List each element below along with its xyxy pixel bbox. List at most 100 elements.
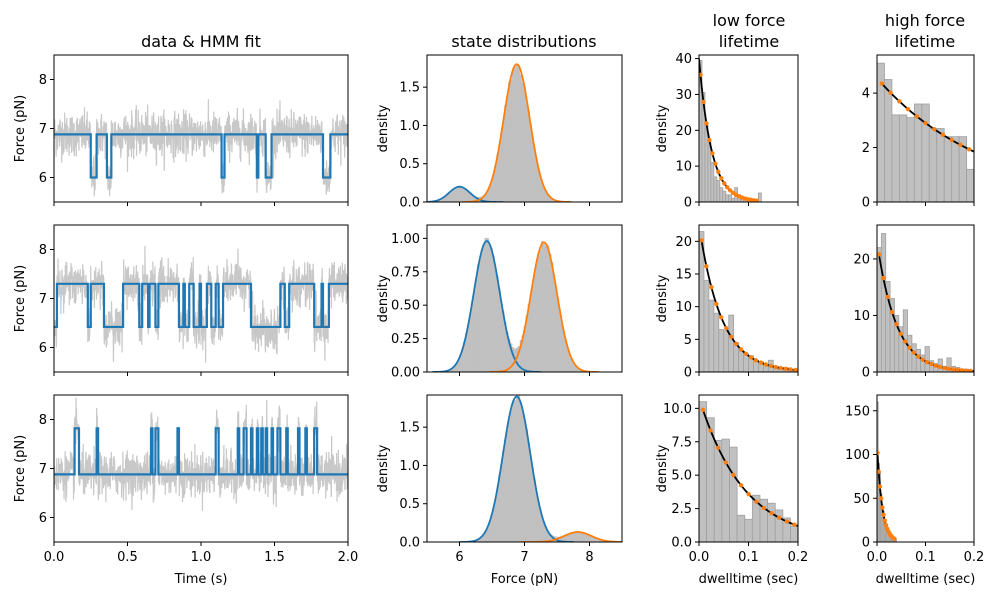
hist-bin <box>513 400 517 542</box>
fit-point <box>754 499 759 504</box>
hist-bin <box>551 262 554 372</box>
exp-fit-line <box>880 81 974 153</box>
fit-point <box>788 367 793 372</box>
y-tick-label: 10 <box>675 300 692 315</box>
fit-point <box>776 515 782 520</box>
dwell-bin <box>716 180 721 202</box>
fit-point <box>879 81 885 86</box>
hist-bin <box>512 401 515 542</box>
dwell-bin <box>713 312 720 372</box>
hist-bin <box>519 74 523 202</box>
hist-bin <box>476 264 480 372</box>
y-axis-title: Force (pN) <box>13 95 28 162</box>
fit-point <box>727 188 733 193</box>
dwell-bin <box>936 128 945 202</box>
dwell-bin <box>719 187 724 202</box>
dwell-bin <box>951 136 960 202</box>
hist-bin <box>529 456 532 542</box>
fit-point <box>902 339 908 344</box>
dwell-bin <box>758 192 762 202</box>
plot-area <box>54 397 348 511</box>
fit-point <box>946 366 951 371</box>
dwell-bin <box>699 401 708 542</box>
y-tick-label: 1.0 <box>399 119 420 134</box>
dwell-bin <box>966 168 974 202</box>
fit-point <box>964 368 969 372</box>
dwell-bin <box>743 353 749 372</box>
y-tick-label: 20 <box>675 235 692 250</box>
fit-point <box>937 364 943 370</box>
y-tick-label: 20 <box>675 124 692 139</box>
hist-bin <box>474 279 478 372</box>
y-tick-label: 15 <box>675 268 692 283</box>
fit-point <box>877 450 880 456</box>
y-tick-label: 2 <box>862 141 870 156</box>
y-tick-label: 2.5 <box>671 502 692 517</box>
y-axis-title: density <box>655 444 670 492</box>
y-axis-title: density <box>376 274 391 322</box>
y-tick-label: 7 <box>39 292 47 307</box>
hmm-fit-line <box>54 133 348 179</box>
y-tick-label: 10.0 <box>663 402 692 417</box>
fit-point <box>714 301 719 307</box>
y-tick-label: 0 <box>684 366 692 381</box>
y-axis-title: density <box>376 444 391 492</box>
hist-bin <box>578 532 581 542</box>
x-tick-label: 1.5 <box>264 550 285 565</box>
hist-bin <box>510 410 513 542</box>
dwell-bin <box>738 350 744 372</box>
x-axis-title: dwelltime (sec) <box>699 572 799 587</box>
hist-bin <box>574 531 577 542</box>
hist-bin <box>457 186 460 202</box>
y-tick-label: 100 <box>845 448 870 463</box>
fit-point <box>722 181 727 186</box>
dwell-bin <box>708 299 715 372</box>
y-tick-label: 1.0 <box>399 459 420 474</box>
dwell-bin <box>721 438 730 542</box>
dwell-bin <box>722 190 727 202</box>
hist-bin <box>531 137 534 202</box>
dwell-bin <box>731 198 736 202</box>
dwell-bin <box>729 446 738 542</box>
fit-point <box>914 114 919 119</box>
y-tick-label: 0.75 <box>391 265 420 280</box>
fit-point <box>713 161 718 166</box>
x-tick-label: 0.0 <box>867 550 888 565</box>
plot-area <box>427 63 572 202</box>
hist-bin <box>543 243 546 372</box>
y-axis-title: density <box>655 104 670 152</box>
plot-area <box>699 401 798 542</box>
hist-bin <box>515 396 519 542</box>
hmm-fit-line <box>54 427 348 476</box>
y-tick-label: 7 <box>39 122 47 137</box>
hist-bin <box>570 532 573 542</box>
hist-bin <box>484 237 487 372</box>
y-tick-label: 0.0 <box>399 196 420 211</box>
fit-point <box>888 90 893 96</box>
y-tick-label: 5 <box>684 333 692 348</box>
dwell-bin <box>710 162 715 202</box>
fit-point <box>880 505 885 510</box>
dwell-bin <box>728 314 735 372</box>
x-tick-label: 7 <box>520 550 528 565</box>
fit-point <box>699 238 704 243</box>
plot-area <box>877 401 897 542</box>
y-tick-label: 10 <box>853 309 870 324</box>
dwell-bin <box>884 79 893 202</box>
fit-point <box>942 365 947 371</box>
fit-point <box>920 357 925 362</box>
hist-bin <box>508 418 511 542</box>
y-tick-label: 10 <box>675 160 692 175</box>
y-tick-label: 0 <box>862 536 870 551</box>
dwell-bin <box>907 334 913 372</box>
fit-point <box>769 511 774 516</box>
hist-bin <box>576 531 579 542</box>
hist-bin <box>519 402 523 542</box>
panel-r2_high: 0 50 100 150 0.0 0.1 0.2 dwelltime (sec) <box>845 394 984 587</box>
y-tick-label: 20 <box>853 252 870 267</box>
fit-point <box>959 368 965 372</box>
hist-bin <box>504 439 507 542</box>
dwell-bin <box>790 525 798 542</box>
hist-bin <box>527 443 530 542</box>
panel-r0_high: 0 2 4 <box>862 54 975 211</box>
